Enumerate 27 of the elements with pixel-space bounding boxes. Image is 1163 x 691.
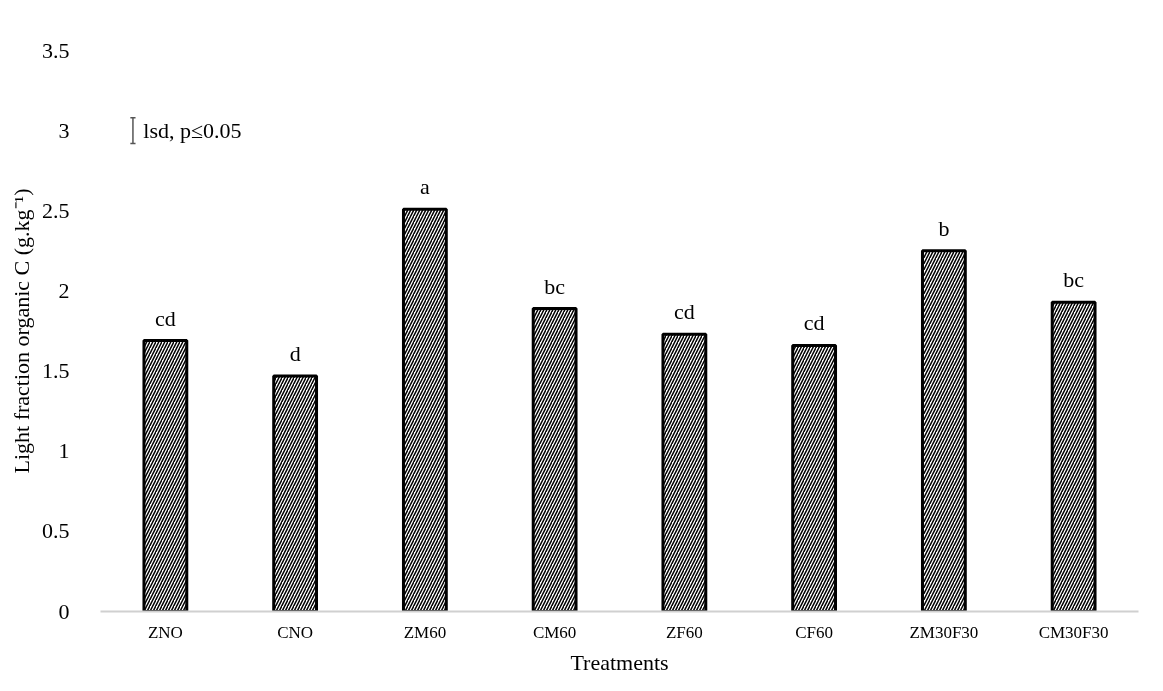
y-tick-label: 2 <box>58 277 70 303</box>
annotation: cd <box>803 310 825 336</box>
annotation: b <box>938 215 950 241</box>
y-tick-label: 2.5 <box>42 197 70 223</box>
y-tick-label: 0.5 <box>42 518 70 544</box>
annotation: cd <box>154 305 176 331</box>
x-tick-label: CNO <box>277 622 314 642</box>
x-tick-label: CF60 <box>795 622 834 642</box>
y-tick-label: 3 <box>58 117 70 143</box>
x-tick-label: ZNO <box>147 622 183 642</box>
annotation: cd <box>673 299 695 325</box>
annotation: d <box>289 340 301 366</box>
x-tick-label: ZF60 <box>665 622 703 642</box>
x-tick-label: CM60 <box>532 622 577 642</box>
x-tick-label: ZM60 <box>403 622 447 642</box>
y-tick-label: 1 <box>58 438 70 464</box>
annotation: a <box>419 174 430 200</box>
annotation: bc <box>1063 267 1085 293</box>
x-tick-label: ZM30F30 <box>909 622 979 642</box>
annotation: lsd, p≤0.05 <box>143 118 242 144</box>
y-tick-label: 1.5 <box>42 358 70 384</box>
y-tick-label: 0 <box>58 598 70 624</box>
x-tick-label: CM30F30 <box>1038 622 1109 642</box>
x-axis-title: Treatments <box>570 649 669 675</box>
y-tick-label: 3.5 <box>42 37 70 63</box>
annotation: bc <box>544 273 566 299</box>
y-axis-title: Light fraction organic C (g.kg⁻¹) <box>9 188 34 474</box>
